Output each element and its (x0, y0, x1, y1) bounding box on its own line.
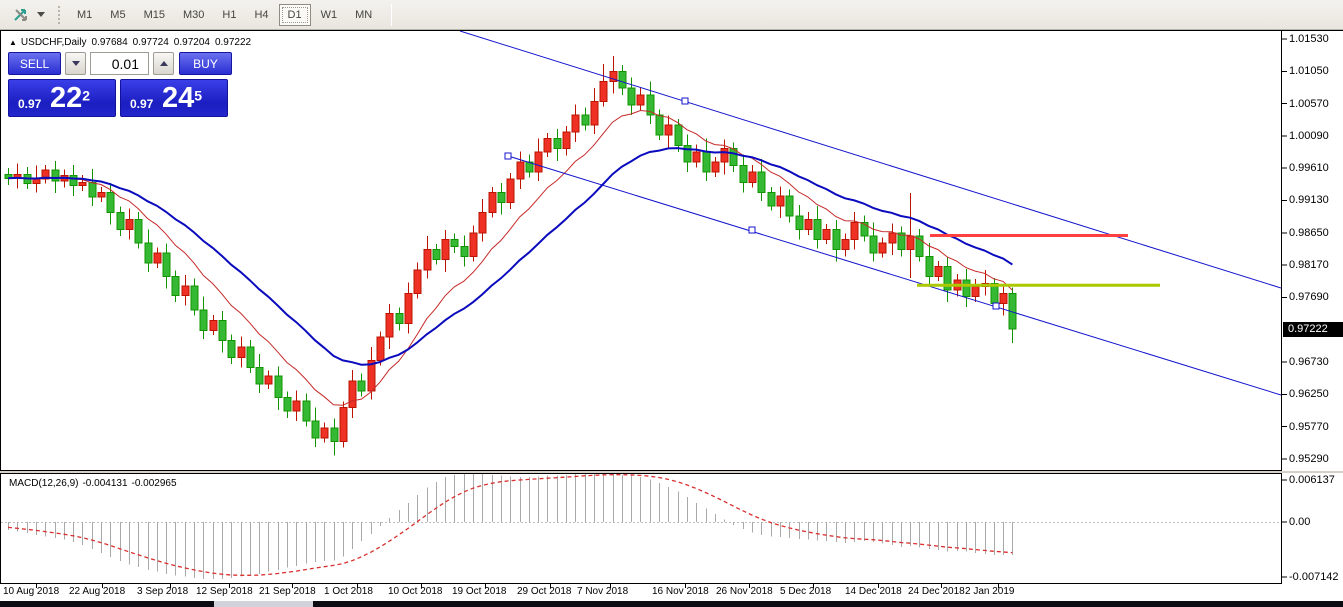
buy-price-prefix: 0.97 (130, 97, 154, 111)
ma-fast-line (7, 109, 1013, 406)
caret-down-icon (71, 61, 80, 66)
close-value: 0.97222 (214, 37, 252, 48)
date-tick-label: 3 Sep 2018 (137, 586, 189, 597)
timeframe-mn[interactable]: MN (355, 8, 373, 21)
bottom-bar (0, 601, 1343, 607)
lot-decrease-button[interactable] (65, 52, 86, 75)
macd-name: MACD(12,26,9) (9, 478, 79, 489)
order-arrows-icon[interactable] (6, 3, 36, 27)
macd-histogram (8, 474, 1013, 579)
chart-title: ▲ USDCHF,Daily 0.97684 0.97724 0.97204 0.9722… (9, 37, 251, 48)
ma-slow-line (7, 147, 1013, 366)
buy-price-button[interactable]: 0.97 245 (120, 79, 228, 117)
price-tick-label: 0.98650 (1289, 226, 1329, 239)
order-arrows-glyph (14, 8, 27, 21)
channel-upper-handle-0[interactable] (681, 97, 689, 105)
timeframe-m30[interactable]: M30 (182, 8, 205, 21)
main-chart-frame (0, 30, 1282, 471)
date-tick-label: 7 Nov 2018 (577, 586, 629, 597)
channel-lower-handle-0[interactable] (504, 152, 512, 160)
date-tick-label: 14 Dec 2018 (845, 586, 902, 597)
date-tick-label: 21 Sep 2018 (259, 586, 316, 597)
symbol-period-label: USDCHF,Daily (20, 37, 87, 48)
timeframe-m5[interactable]: M5 (110, 8, 126, 21)
open-value: 0.97684 (91, 37, 128, 48)
sell-button[interactable]: SELL (8, 52, 61, 75)
toolbar-grip[interactable] (57, 4, 62, 25)
price-tick-label: 0.99130 (1289, 194, 1329, 207)
price-tick-label: 0.98170 (1289, 259, 1329, 272)
lot-size-input[interactable] (90, 52, 149, 75)
date-tick-label: 16 Nov 2018 (652, 586, 709, 597)
sell-price-prefix: 0.97 (18, 97, 42, 111)
bottom-scrollbar-thumb[interactable] (214, 601, 313, 607)
current-price-value: 0.97222 (1288, 322, 1328, 335)
price-tick-label: 1.00570 (1289, 97, 1329, 110)
candlesticks (4, 55, 1017, 456)
sell-price-button[interactable]: 0.97 222 (8, 79, 116, 117)
macd-indicator (1, 474, 1281, 579)
buy-price-pip: 5 (194, 87, 203, 104)
date-tick-label: 22 Aug 2018 (69, 586, 126, 597)
price-tick-label: 0.96730 (1289, 355, 1329, 368)
dropdown-caret-icon[interactable] (37, 12, 45, 17)
buy-price-digits: 24 (161, 82, 195, 114)
date-tick-label: 29 Oct 2018 (517, 586, 572, 597)
date-tick-label: 24 Dec 2018 (908, 586, 965, 597)
caret-up-icon (159, 61, 168, 66)
macd-signal-value: -0.002965 (131, 478, 177, 489)
date-tick-label: 12 Sep 2018 (196, 586, 253, 597)
macd-tick-label: 0.00 (1289, 516, 1311, 528)
channel-lower-handle-2[interactable] (992, 302, 1000, 310)
price-tick-label: 0.99610 (1289, 162, 1329, 175)
sell-price-pip: 2 (82, 87, 91, 104)
price-tick-label: 1.01530 (1289, 33, 1329, 45)
date-tick-label: 5 Dec 2018 (780, 586, 832, 597)
time-axis[interactable]: 10 Aug 2018 22 Aug 2018 3 Sep 2018 12 Sep 2… (0, 586, 1281, 600)
one-click-trading-panel: SELL BUY 0.97 222 0.97 245 (8, 52, 232, 117)
high-value: 0.97724 (132, 37, 169, 48)
price-tick-label: 1.01050 (1289, 65, 1329, 78)
price-tick-label: 0.96250 (1289, 388, 1329, 401)
macd-label: MACD(12,26,9) -0.004131 -0.002965 (9, 478, 181, 489)
price-tick-label: 1.00090 (1289, 129, 1329, 142)
timeframe-h1[interactable]: H1 (222, 8, 237, 21)
date-tick-label: 26 Nov 2018 (716, 586, 773, 597)
one-click-toggle-icon[interactable]: ▲ (9, 38, 17, 47)
current-price-badge: 0.97222 (1283, 321, 1343, 337)
date-tick-label: 10 Oct 2018 (388, 586, 443, 597)
timeframe-h4[interactable]: H4 (254, 8, 269, 21)
date-tick-label: 1 Oct 2018 (324, 586, 373, 597)
timeframe-toolbar: M1 M5 M15 M30 H1 H4 D1 W1 MN (68, 3, 381, 27)
date-tick-label: 19 Oct 2018 (452, 586, 507, 597)
price-tick-label: 0.95770 (1289, 420, 1329, 433)
lot-increase-button[interactable] (153, 52, 174, 75)
macd-main-value: -0.004131 (82, 478, 128, 489)
channel-lower-handle-1[interactable] (748, 226, 756, 234)
price-axis[interactable]: 1.01530 1.01050 1.00570 1.00090 0.99610 0.991… (1283, 31, 1343, 583)
timeframe-d1[interactable]: D1 (278, 3, 311, 26)
macd-panel-frame (0, 473, 1282, 584)
toolbar-separator (391, 3, 393, 26)
timeframe-m1[interactable]: M1 (77, 8, 93, 21)
macd-tick-label: -0.007142 (1289, 571, 1339, 583)
low-value: 0.97204 (173, 37, 210, 48)
date-tick-label: 10 Aug 2018 (3, 586, 60, 597)
price-tick-label: 0.95290 (1289, 452, 1329, 465)
channel-lower-trendline[interactable] (504, 154, 1281, 396)
sell-price-digits: 22 (49, 82, 83, 114)
buy-button[interactable]: BUY (179, 52, 232, 75)
timeframe-m15[interactable]: M15 (143, 8, 165, 21)
toolbar: M1 M5 M15 M30 H1 H4 D1 W1 MN (0, 0, 1343, 30)
price-tick-label: 0.97690 (1289, 291, 1329, 304)
macd-signal-line (7, 474, 1013, 576)
date-tick-label: 2 Jan 2019 (965, 586, 1015, 597)
macd-tick-label: 0.006137 (1289, 474, 1335, 486)
timeframe-w1[interactable]: W1 (320, 8, 338, 21)
channel-upper-trendline[interactable] (459, 31, 1281, 289)
panel-separator[interactable] (0, 471, 1343, 473)
